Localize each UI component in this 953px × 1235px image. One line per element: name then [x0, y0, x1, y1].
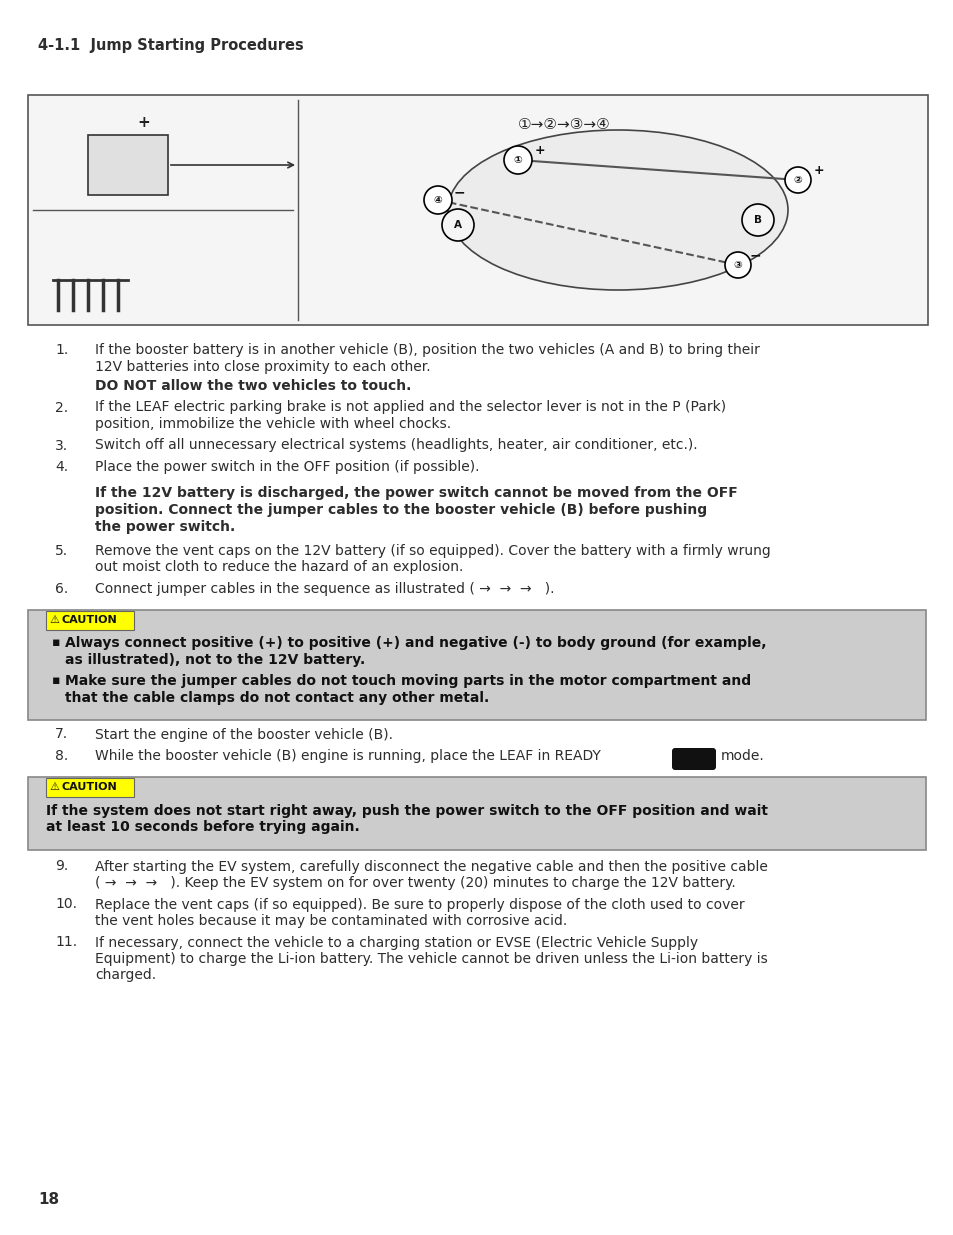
Text: position. Connect the jumper cables to the booster vehicle (B) before pushing: position. Connect the jumper cables to t…: [95, 503, 706, 517]
Text: out moist cloth to reduce the hazard of an explosion.: out moist cloth to reduce the hazard of …: [95, 561, 463, 574]
Text: 18: 18: [38, 1192, 59, 1207]
Text: If the 12V battery is discharged, the power switch cannot be moved from the OFF: If the 12V battery is discharged, the po…: [95, 487, 737, 500]
Bar: [46, 778, 133, 797]
Text: ①→②→③→④: ①→②→③→④: [517, 117, 610, 132]
Text: Equipment) to charge the Li-ion battery. The vehicle cannot be driven unless the: Equipment) to charge the Li-ion battery.…: [95, 952, 767, 966]
Bar: [28, 95, 927, 325]
Text: If the system does not start right away, push the power switch to the OFF positi: If the system does not start right away,…: [46, 804, 767, 818]
Text: 2.: 2.: [55, 400, 68, 415]
Text: If the booster battery is in another vehicle (B), position the two vehicles (A a: If the booster battery is in another veh…: [95, 343, 760, 357]
Text: +: +: [813, 163, 823, 177]
Text: +: +: [535, 143, 545, 157]
Text: Remove the vent caps on the 12V battery (if so equipped). Cover the battery with: Remove the vent caps on the 12V battery …: [95, 543, 770, 558]
Text: CAUTION: CAUTION: [62, 615, 117, 625]
Text: 12V batteries into close proximity to each other.: 12V batteries into close proximity to ea…: [95, 359, 430, 373]
Text: the vent holes because it may be contaminated with corrosive acid.: the vent holes because it may be contami…: [95, 914, 567, 927]
Text: +: +: [137, 115, 151, 130]
Text: mode.: mode.: [720, 748, 764, 763]
Text: ▪: ▪: [52, 636, 60, 650]
Text: After starting the EV system, carefully disconnect the negative cable and then t: After starting the EV system, carefully …: [95, 860, 767, 873]
Text: 11.: 11.: [55, 935, 77, 950]
Text: 4-1.1  Jump Starting Procedures: 4-1.1 Jump Starting Procedures: [38, 38, 303, 53]
Text: as illustrated), not to the 12V battery.: as illustrated), not to the 12V battery.: [65, 653, 365, 667]
Text: CAUTION: CAUTION: [62, 782, 117, 792]
Text: If the LEAF electric parking brake is not applied and the selector lever is not : If the LEAF electric parking brake is no…: [95, 400, 725, 415]
Text: the power switch.: the power switch.: [95, 520, 235, 534]
Text: 3.: 3.: [55, 438, 68, 452]
Text: Replace the vent caps (if so equipped). Be sure to properly dispose of the cloth: Replace the vent caps (if so equipped). …: [95, 898, 744, 911]
Bar: [28, 777, 925, 850]
Text: ②: ②: [793, 175, 801, 185]
Text: Always connect positive (+) to positive (+) and negative (-) to body ground (for: Always connect positive (+) to positive …: [65, 636, 765, 651]
Text: Switch off all unnecessary electrical systems (headlights, heater, air condition: Switch off all unnecessary electrical sy…: [95, 438, 697, 452]
Text: −: −: [749, 248, 760, 262]
Text: ③: ③: [733, 261, 741, 270]
Text: 5.: 5.: [55, 543, 68, 558]
Text: 4.: 4.: [55, 459, 68, 474]
Text: If necessary, connect the vehicle to a charging station or EVSE (Electric Vehicl: If necessary, connect the vehicle to a c…: [95, 935, 698, 950]
Text: at least 10 seconds before trying again.: at least 10 seconds before trying again.: [46, 820, 359, 834]
Text: that the cable clamps do not contact any other metal.: that the cable clamps do not contact any…: [65, 692, 489, 705]
Bar: [46, 610, 133, 630]
Ellipse shape: [448, 130, 787, 290]
Text: ①: ①: [513, 156, 522, 165]
Bar: [28, 610, 925, 720]
Text: 1.: 1.: [55, 343, 69, 357]
Circle shape: [423, 186, 452, 214]
Text: charged.: charged.: [95, 968, 156, 983]
Text: ⚠: ⚠: [49, 782, 59, 792]
Text: DO NOT allow the two vehicles to touch.: DO NOT allow the two vehicles to touch.: [95, 379, 411, 393]
Text: ④: ④: [434, 195, 442, 205]
Text: A: A: [454, 220, 461, 230]
Text: 9.: 9.: [55, 860, 69, 873]
Text: B: B: [753, 215, 761, 225]
Circle shape: [503, 146, 532, 174]
Circle shape: [441, 209, 474, 241]
Text: −: −: [454, 185, 465, 199]
Bar: [88, 135, 168, 195]
Text: Connect jumper cables in the sequence as illustrated ( →  →  →   ).: Connect jumper cables in the sequence as…: [95, 582, 554, 597]
Text: 8.: 8.: [55, 748, 69, 763]
Circle shape: [741, 204, 773, 236]
Text: 6.: 6.: [55, 582, 69, 597]
Text: Make sure the jumper cables do not touch moving parts in the motor compartment a: Make sure the jumper cables do not touch…: [65, 674, 750, 688]
Circle shape: [724, 252, 750, 278]
FancyBboxPatch shape: [671, 748, 716, 769]
Text: ⚠: ⚠: [49, 615, 59, 625]
Text: Start the engine of the booster vehicle (B).: Start the engine of the booster vehicle …: [95, 727, 393, 741]
Text: 10.: 10.: [55, 898, 77, 911]
Text: ( →  →  →   ). Keep the EV system on for over twenty (20) minutes to charge the : ( → → → ). Keep the EV system on for ove…: [95, 876, 735, 890]
Text: 7.: 7.: [55, 727, 68, 741]
Text: While the booster vehicle (B) engine is running, place the LEAF in READY: While the booster vehicle (B) engine is …: [95, 748, 600, 763]
Circle shape: [784, 167, 810, 193]
Text: ▪: ▪: [52, 674, 60, 688]
Text: Place the power switch in the OFF position (if possible).: Place the power switch in the OFF positi…: [95, 459, 479, 474]
Text: position, immobilize the vehicle with wheel chocks.: position, immobilize the vehicle with wh…: [95, 417, 451, 431]
